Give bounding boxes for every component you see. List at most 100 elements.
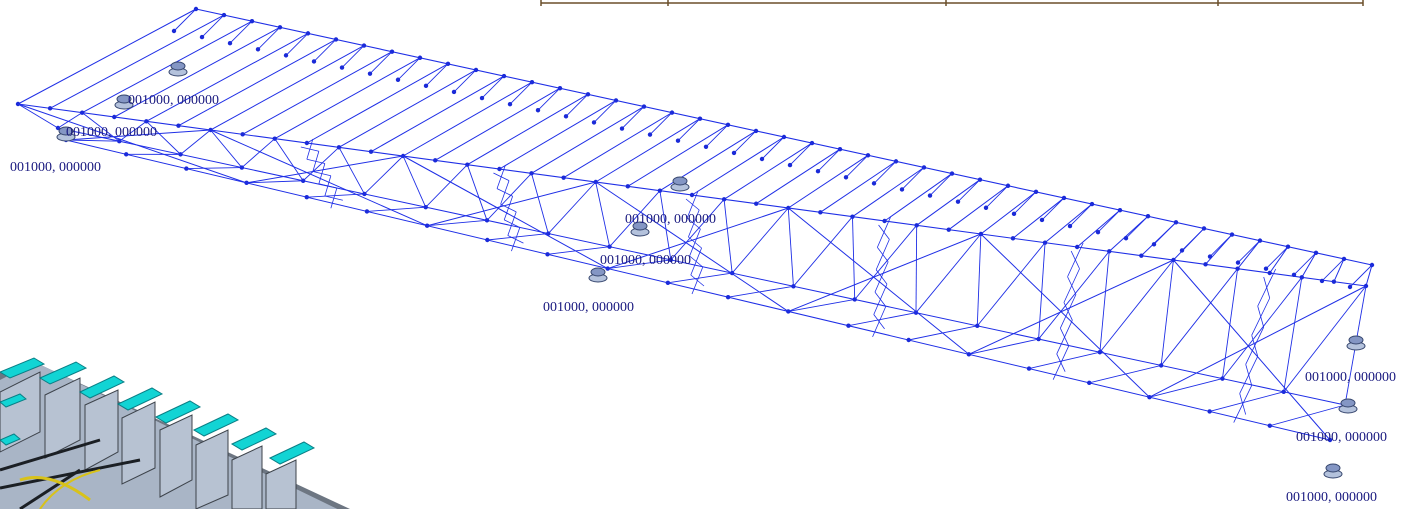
secondary-beam — [1237, 240, 1261, 263]
secondary-beam — [229, 20, 253, 44]
frame-node[interactable] — [1123, 236, 1129, 241]
frame-node[interactable] — [255, 47, 261, 52]
frame-node[interactable] — [1179, 248, 1185, 253]
frame-node[interactable] — [1319, 278, 1325, 284]
frame-node[interactable] — [311, 59, 317, 64]
support-pin-icon[interactable] — [670, 176, 690, 192]
frame-node[interactable] — [1010, 236, 1016, 241]
vertical-brace — [318, 163, 326, 184]
frame-node[interactable] — [1207, 254, 1213, 259]
truss-diagonal — [667, 272, 733, 284]
frame-node[interactable] — [171, 28, 177, 34]
x-brace — [787, 207, 970, 355]
frame-node[interactable] — [731, 150, 737, 156]
frame-node[interactable] — [759, 156, 765, 162]
x-brace — [427, 181, 596, 227]
frame-node[interactable] — [561, 175, 566, 180]
frame-node[interactable] — [1011, 211, 1017, 217]
frame-node[interactable] — [485, 237, 490, 243]
frame-node[interactable] — [675, 138, 681, 143]
support-pin-icon[interactable] — [56, 126, 76, 142]
frame-node[interactable] — [1095, 229, 1101, 235]
frame-node[interactable] — [927, 193, 933, 198]
support-pin-icon[interactable] — [588, 267, 608, 283]
frame-node[interactable] — [227, 40, 233, 46]
frame-node[interactable] — [818, 210, 823, 215]
support-pin-icon[interactable] — [168, 61, 188, 77]
frame-node[interactable] — [625, 184, 631, 189]
x-brace — [1173, 259, 1331, 441]
secondary-beam — [593, 100, 617, 123]
frame-node[interactable] — [983, 205, 989, 210]
truss-diagonal — [487, 233, 549, 241]
frame-node[interactable] — [563, 114, 569, 119]
frame-node[interactable] — [1267, 270, 1272, 276]
support-pin-icon[interactable] — [630, 221, 650, 237]
vertical-brace — [306, 138, 314, 160]
truss-diagonal — [186, 167, 242, 170]
frame-node[interactable] — [368, 149, 374, 154]
support-pin-icon[interactable] — [1338, 398, 1358, 414]
frame-node[interactable] — [753, 201, 759, 206]
frame-node[interactable] — [1074, 244, 1080, 250]
frame-node[interactable] — [1291, 272, 1297, 278]
truss-diagonal — [246, 180, 304, 184]
vertical-brace — [875, 239, 890, 270]
frame-node[interactable] — [497, 166, 502, 172]
frame-node[interactable] — [787, 162, 793, 168]
frame-node[interactable] — [479, 95, 485, 101]
frame-node[interactable] — [283, 53, 289, 58]
frame-node[interactable] — [647, 132, 653, 137]
cross-beam — [467, 93, 589, 166]
frame-node[interactable] — [955, 199, 961, 204]
frame-node[interactable] — [703, 144, 709, 150]
frame-node[interactable] — [1263, 266, 1269, 271]
truss-diagonal — [427, 219, 488, 227]
frame-node[interactable] — [535, 108, 541, 113]
frame-node[interactable] — [1203, 262, 1208, 267]
frame-node[interactable] — [619, 126, 625, 131]
frame-node[interactable] — [815, 168, 821, 174]
frame-node[interactable] — [112, 114, 117, 120]
frame-node[interactable] — [47, 106, 53, 111]
frame-node[interactable] — [1039, 217, 1045, 223]
frame-node[interactable] — [339, 65, 345, 70]
frame-node[interactable] — [176, 123, 181, 128]
frame-node[interactable] — [946, 227, 951, 232]
support-pin-icon[interactable] — [114, 94, 134, 110]
frame-node[interactable] — [304, 140, 310, 146]
frame-node[interactable] — [451, 89, 457, 95]
frame-node[interactable] — [591, 120, 597, 125]
frame-node[interactable] — [843, 175, 849, 180]
support-pin-icon[interactable] — [1323, 463, 1343, 479]
truss-diagonal — [119, 120, 147, 142]
frame-node[interactable] — [423, 83, 429, 89]
frame-node[interactable] — [1331, 279, 1337, 284]
cross-beam — [1076, 209, 1121, 248]
frame-node[interactable] — [1067, 223, 1073, 229]
frame-node[interactable] — [871, 181, 877, 186]
frame-node[interactable] — [689, 192, 695, 198]
secondary-beam — [1349, 264, 1373, 288]
frame-node[interactable] — [395, 77, 401, 82]
frame-node[interactable] — [1235, 260, 1241, 265]
frame-node[interactable] — [199, 34, 205, 40]
cross-beam — [531, 106, 645, 174]
frame-node[interactable] — [507, 101, 513, 107]
frame-node[interactable] — [240, 132, 245, 137]
frame-node[interactable] — [367, 71, 373, 76]
vertical-brace — [877, 216, 891, 248]
support-pin-icon[interactable] — [1346, 335, 1366, 351]
support-label-s4: 001000, 000000 — [625, 212, 716, 227]
support-label-s8: 001000, 000000 — [1296, 430, 1387, 445]
chord-member — [65, 139, 1331, 441]
frame-node[interactable] — [433, 158, 438, 163]
frame-node[interactable] — [1139, 253, 1144, 258]
frame-node[interactable] — [882, 218, 887, 224]
cross-beam — [242, 51, 393, 135]
frame-node[interactable] — [899, 187, 905, 192]
truss-diagonal — [609, 190, 661, 248]
frame-node[interactable] — [1151, 242, 1157, 247]
frame-node[interactable] — [1347, 284, 1353, 290]
